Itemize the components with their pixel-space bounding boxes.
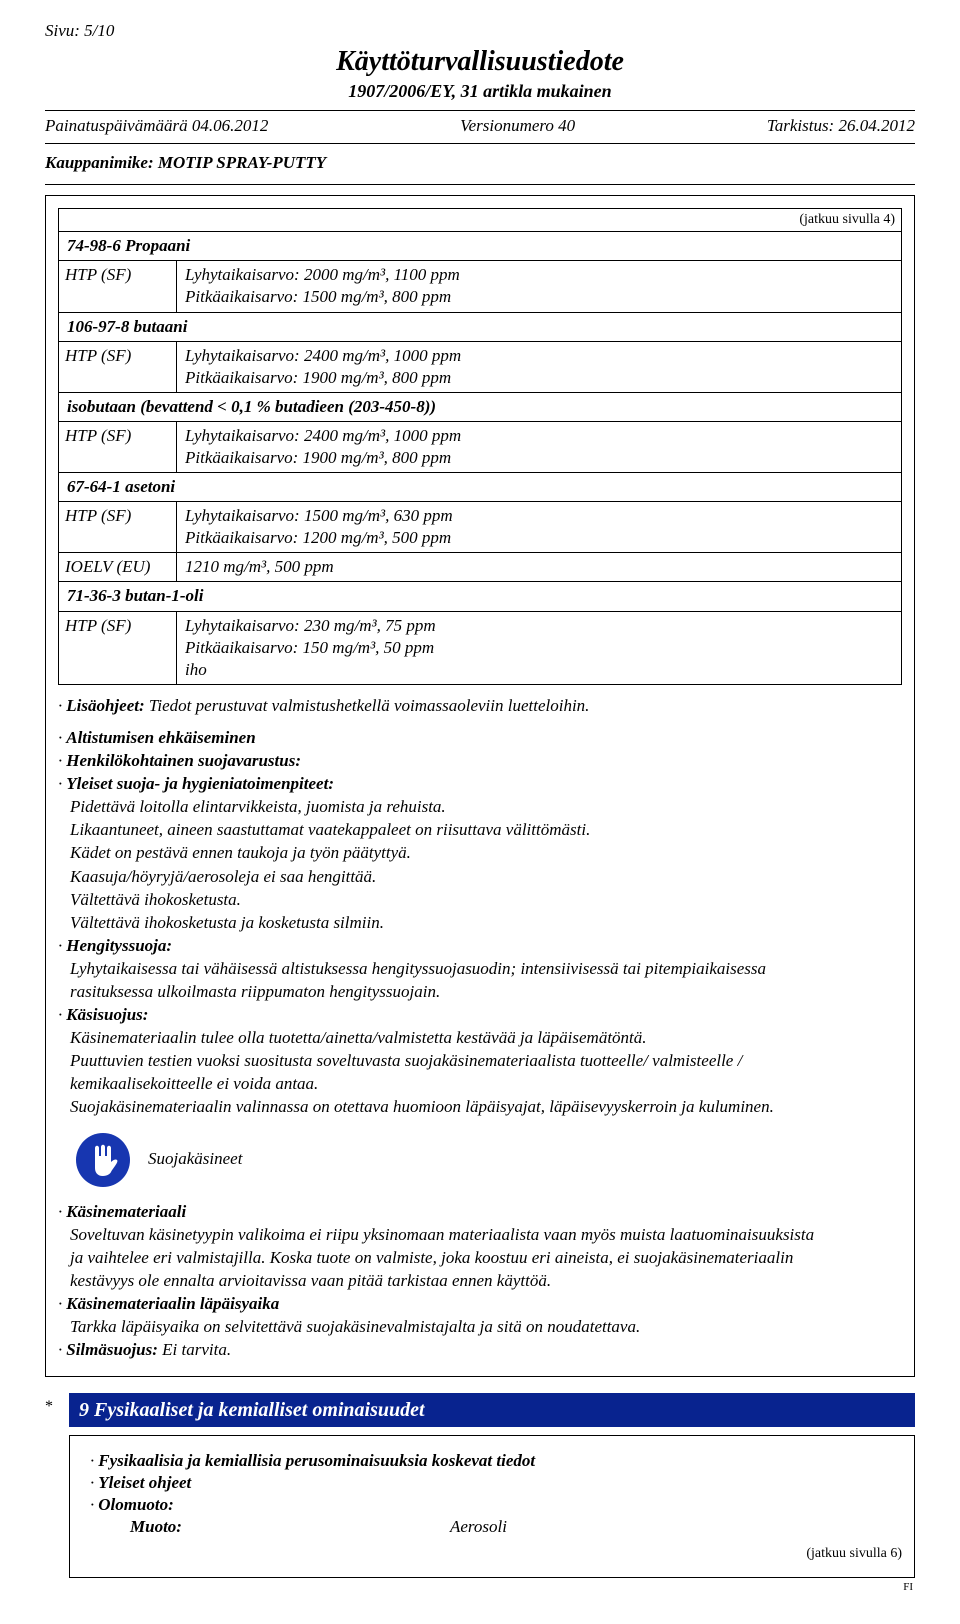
body-line: Käsinemateriaalin tulee olla tuotetta/ai… <box>58 1027 902 1049</box>
body-line: Vältettävä ihokosketusta ja kosketusta s… <box>58 912 902 934</box>
change-star-icon: * <box>45 1393 69 1418</box>
eye-protection-heading: Silmäsuojus: <box>66 1340 158 1359</box>
limit-type: HTP (SF) <box>59 261 177 311</box>
hygiene-heading: Yleiset suoja- ja hygieniatoimenpiteet: <box>66 774 334 793</box>
substance-name: 71-36-3 butan-1-oli <box>59 582 901 610</box>
body-text: ·Lisäohjeet: Tiedot perustuvat valmistus… <box>58 695 902 1361</box>
substance-name: 74-98-6 Propaani <box>59 232 901 260</box>
limit-long: Pitkäaikaisarvo: 1500 mg/m³, 800 ppm <box>185 286 893 308</box>
limit-short: Lyhytaikaisarvo: 2400 mg/m³, 1000 ppm <box>185 345 893 367</box>
content-box-1: (jatkuu sivulla 4) 74-98-6 Propaani HTP … <box>45 195 915 1377</box>
meta-row: Painatuspäivämäärä 04.06.2012 Versionume… <box>45 115 915 137</box>
limit-values: Lyhytaikaisarvo: 2400 mg/m³, 1000 ppm Pi… <box>177 342 901 392</box>
footer-language-mark: FI <box>69 1580 915 1594</box>
body-line: Lyhytaikaisessa tai vähäisessä altistuks… <box>58 958 902 980</box>
limit-values: Lyhytaikaisarvo: 1500 mg/m³, 630 ppm Pit… <box>177 502 901 552</box>
glove-material-heading: Käsinemateriaali <box>66 1202 186 1221</box>
form-value: Aerosoli <box>450 1516 902 1538</box>
body-line: Puuttuvien testien vuoksi suositusta sov… <box>58 1050 902 1072</box>
body-line: Kaasuja/höyryjä/aerosoleja ei saa hengit… <box>58 866 902 888</box>
limit-short: Lyhytaikaisarvo: 2000 mg/m³, 1100 ppm <box>185 264 893 286</box>
body-line: Kädet on pestävä ennen taukoja ja työn p… <box>58 842 902 864</box>
document-subtitle: 1907/2006/EY, 31 artikla mukainen <box>45 80 915 103</box>
content-box-2: ·Fysikaalisia ja kemiallisia perusominai… <box>69 1435 915 1578</box>
limit-values: Lyhytaikaisarvo: 2400 mg/m³, 1000 ppm Pi… <box>177 422 901 472</box>
limit-long: Pitkäaikaisarvo: 1200 mg/m³, 500 ppm <box>185 527 893 549</box>
limit-type: HTP (SF) <box>59 342 177 392</box>
body-line: rasituksessa ulkoilmasta riippumaton hen… <box>58 981 902 1003</box>
product-name: Kauppanimike: MOTIP SPRAY-PUTTY <box>45 152 915 174</box>
divider <box>45 110 915 111</box>
substance-header: 71-36-3 butan-1-oli <box>59 581 901 610</box>
substance-header: 67-64-1 asetoni <box>59 472 901 501</box>
table-row: HTP (SF) Lyhytaikaisarvo: 2400 mg/m³, 10… <box>59 421 901 472</box>
limit-type: HTP (SF) <box>59 612 177 684</box>
divider <box>45 143 915 144</box>
additional-info-text: Tiedot perustuvat valmistushetkellä voim… <box>145 696 590 715</box>
section-9-header: 9 Fysikaaliset ja kemialliset ominaisuud… <box>69 1393 915 1427</box>
body-line: kemikaalisekoitteelle ei voida antaa. <box>58 1073 902 1095</box>
substance-header: 106-97-8 butaani <box>59 312 901 341</box>
page: Sivu: 5/10 Käyttöturvallisuustiedote 190… <box>0 0 960 1624</box>
glove-label: Suojakäsineet <box>148 1148 242 1170</box>
exposure-heading: Altistumisen ehkäiseminen <box>66 728 255 747</box>
eye-protection-text: Ei tarvita. <box>158 1340 231 1359</box>
continued-from: (jatkuu sivulla 4) <box>59 209 901 231</box>
limit-values: Lyhytaikaisarvo: 2000 mg/m³, 1100 ppm Pi… <box>177 261 901 311</box>
continued-on: (jatkuu sivulla 6) <box>82 1545 902 1563</box>
body-line: Pidettävä loitolla elintarvikkeista, juo… <box>58 796 902 818</box>
table-row: IOELV (EU) 1210 mg/m³, 500 ppm <box>59 552 901 581</box>
body-line: Suojakäsinemateriaalin valinnassa on ote… <box>58 1096 902 1118</box>
page-number: Sivu: 5/10 <box>45 20 915 42</box>
form-row: Muoto: Aerosoli <box>90 1516 902 1538</box>
glove-icon <box>76 1133 130 1187</box>
body-line: kestävyys ole ennalta arvioitavissa vaan… <box>58 1270 902 1292</box>
appearance-heading: Olomuoto: <box>98 1495 174 1514</box>
document-title: Käyttöturvallisuustiedote <box>45 44 915 80</box>
limits-table: (jatkuu sivulla 4) 74-98-6 Propaani HTP … <box>58 208 902 685</box>
limit-type: HTP (SF) <box>59 422 177 472</box>
divider <box>45 184 915 185</box>
limit-long: Pitkäaikaisarvo: 1900 mg/m³, 800 ppm <box>185 447 893 469</box>
print-date: Painatuspäivämäärä 04.06.2012 <box>45 115 268 137</box>
body-line: Tarkka läpäisyaika on selvitettävä suoja… <box>58 1316 902 1338</box>
substance-header: 74-98-6 Propaani <box>59 231 901 260</box>
body-line: Likaantuneet, aineen saastuttamat vaatek… <box>58 819 902 841</box>
form-label: Muoto: <box>90 1516 450 1538</box>
limit-values: 1210 mg/m³, 500 ppm <box>177 553 901 581</box>
substance-name: 106-97-8 butaani <box>59 313 901 341</box>
section-9-body: ·Fysikaalisia ja kemiallisia perusominai… <box>90 1450 902 1538</box>
body-line: Soveltuvan käsinetyypin valikoima ei rii… <box>58 1224 902 1246</box>
substance-name: 67-64-1 asetoni <box>59 473 901 501</box>
section-row: * 9 Fysikaaliset ja kemialliset ominaisu… <box>45 1393 915 1594</box>
additional-info-heading: Lisäohjeet: <box>66 696 144 715</box>
respiratory-heading: Hengityssuoja: <box>66 936 172 955</box>
limit-short: Lyhytaikaisarvo: 230 mg/m³, 75 ppm <box>185 615 893 637</box>
phys-chem-heading: Fysikaalisia ja kemiallisia perusominais… <box>98 1451 535 1470</box>
penetration-time-heading: Käsinemateriaalin läpäisyaika <box>66 1294 279 1313</box>
limit-type: HTP (SF) <box>59 502 177 552</box>
table-row: HTP (SF) Lyhytaikaisarvo: 1500 mg/m³, 63… <box>59 501 901 552</box>
table-row: HTP (SF) Lyhytaikaisarvo: 230 mg/m³, 75 … <box>59 611 901 684</box>
body-line: ja vaihtelee eri valmistajilla. Koska tu… <box>58 1247 902 1269</box>
version-number: Versionumero 40 <box>460 115 575 137</box>
general-heading: Yleiset ohjeet <box>98 1473 191 1492</box>
limit-note: iho <box>185 659 893 681</box>
table-row: HTP (SF) Lyhytaikaisarvo: 2000 mg/m³, 11… <box>59 260 901 311</box>
limit-type: IOELV (EU) <box>59 553 177 581</box>
limit-values: Lyhytaikaisarvo: 230 mg/m³, 75 ppm Pitkä… <box>177 612 901 684</box>
body-line: Vältettävä ihokosketusta. <box>58 889 902 911</box>
glove-row: Suojakäsineet <box>76 1133 902 1187</box>
limit-short: Lyhytaikaisarvo: 2400 mg/m³, 1000 ppm <box>185 425 893 447</box>
table-row: HTP (SF) Lyhytaikaisarvo: 2400 mg/m³, 10… <box>59 341 901 392</box>
limit-long: Pitkäaikaisarvo: 150 mg/m³, 50 ppm <box>185 637 893 659</box>
hand-protection-heading: Käsisuojus: <box>66 1005 148 1024</box>
substance-header: isobutaan (bevattend < 0,1 % butadieen (… <box>59 392 901 421</box>
limit-value: 1210 mg/m³, 500 ppm <box>185 556 893 578</box>
revision-date: Tarkistus: 26.04.2012 <box>767 115 915 137</box>
limit-short: Lyhytaikaisarvo: 1500 mg/m³, 630 ppm <box>185 505 893 527</box>
limit-long: Pitkäaikaisarvo: 1900 mg/m³, 800 ppm <box>185 367 893 389</box>
personal-protection-heading: Henkilökohtainen suojavarustus: <box>66 751 301 770</box>
substance-name: isobutaan (bevattend < 0,1 % butadieen (… <box>59 393 901 421</box>
